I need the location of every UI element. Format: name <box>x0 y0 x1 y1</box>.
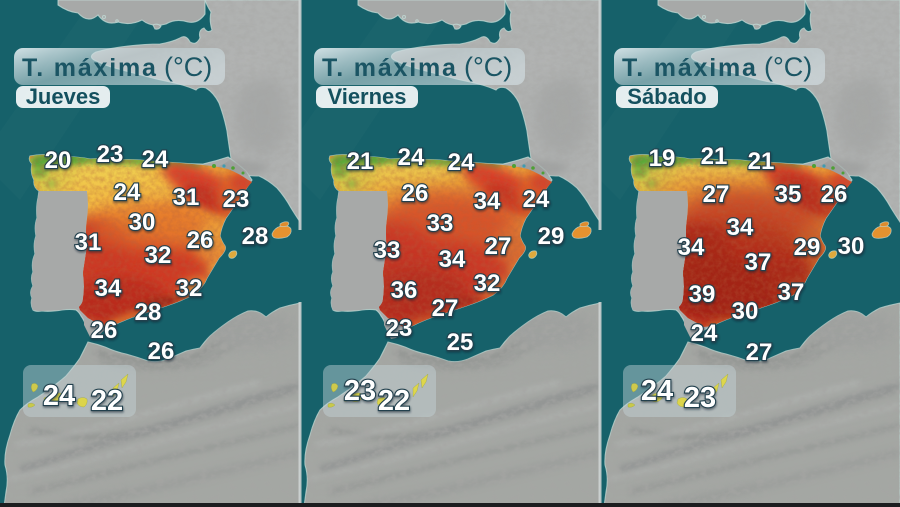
svg-text:23: 23 <box>386 315 413 342</box>
svg-text:21: 21 <box>748 148 775 175</box>
svg-text:33: 33 <box>374 237 401 264</box>
svg-text:23: 23 <box>223 186 250 213</box>
svg-text:19: 19 <box>649 145 676 172</box>
svg-text:34: 34 <box>678 234 705 261</box>
svg-text:23: 23 <box>684 382 716 414</box>
svg-text:24: 24 <box>114 179 141 206</box>
svg-text:32: 32 <box>474 270 501 297</box>
svg-text:Jueves: Jueves <box>26 84 101 109</box>
svg-text:37: 37 <box>778 279 805 306</box>
svg-text:34: 34 <box>474 188 501 215</box>
svg-text:T. máxima: T. máxima <box>322 54 458 82</box>
svg-text:Sábado: Sábado <box>627 84 706 109</box>
svg-text:26: 26 <box>187 227 214 254</box>
svg-text:28: 28 <box>242 223 269 250</box>
svg-text:26: 26 <box>148 338 175 365</box>
svg-text:31: 31 <box>173 184 200 211</box>
svg-text:24: 24 <box>43 380 75 412</box>
svg-text:27: 27 <box>746 339 773 366</box>
svg-text:33: 33 <box>427 210 454 237</box>
svg-text:24: 24 <box>398 144 425 171</box>
svg-text:27: 27 <box>703 181 730 208</box>
svg-text:34: 34 <box>727 214 754 241</box>
svg-text:30: 30 <box>129 209 156 236</box>
svg-text:32: 32 <box>145 242 172 269</box>
svg-text:32: 32 <box>176 275 203 302</box>
svg-text:39: 39 <box>689 281 716 308</box>
svg-text:28: 28 <box>135 299 162 326</box>
svg-text:26: 26 <box>821 181 848 208</box>
svg-text:31: 31 <box>75 229 102 256</box>
svg-text:29: 29 <box>794 234 821 261</box>
svg-text:37: 37 <box>745 249 772 276</box>
svg-text:21: 21 <box>347 148 374 175</box>
svg-text:24: 24 <box>691 320 718 347</box>
svg-text:24: 24 <box>641 375 673 407</box>
svg-text:26: 26 <box>402 180 429 207</box>
svg-text:34: 34 <box>95 275 122 302</box>
svg-text:23: 23 <box>97 141 124 168</box>
svg-text:29: 29 <box>538 223 565 250</box>
svg-text:36: 36 <box>391 277 418 304</box>
svg-text:23: 23 <box>344 375 376 407</box>
svg-text:35: 35 <box>775 181 802 208</box>
svg-text:24: 24 <box>523 186 550 213</box>
svg-text:22: 22 <box>91 385 123 417</box>
svg-text:30: 30 <box>838 233 865 260</box>
svg-text:(°C): (°C) <box>164 52 212 82</box>
svg-text:27: 27 <box>432 295 459 322</box>
svg-text:(°C): (°C) <box>464 52 512 82</box>
svg-text:27: 27 <box>485 233 512 260</box>
svg-text:26: 26 <box>91 317 118 344</box>
svg-text:25: 25 <box>447 329 474 356</box>
svg-text:T. máxima: T. máxima <box>622 54 758 82</box>
svg-text:Viernes: Viernes <box>327 84 406 109</box>
svg-text:21: 21 <box>701 143 728 170</box>
svg-text:34: 34 <box>439 246 466 273</box>
svg-text:24: 24 <box>448 149 475 176</box>
svg-text:22: 22 <box>378 385 410 417</box>
svg-text:30: 30 <box>732 298 759 325</box>
svg-text:(°C): (°C) <box>764 52 812 82</box>
svg-text:24: 24 <box>142 146 169 173</box>
svg-text:T. máxima: T. máxima <box>22 54 158 82</box>
svg-text:20: 20 <box>45 147 72 174</box>
